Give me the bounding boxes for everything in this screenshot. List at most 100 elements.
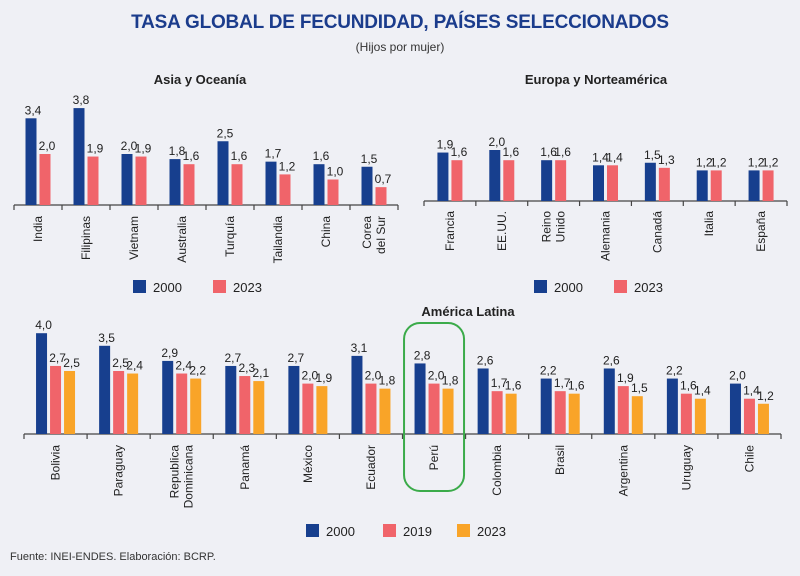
bar-2000-corea-del-sur	[361, 166, 373, 205]
category-label-line: Panamá	[238, 445, 252, 490]
data-label: 1,2	[757, 389, 774, 403]
data-label: 1,5	[361, 152, 378, 166]
bar-2023-panam-	[253, 381, 265, 434]
category-label: Panamá	[238, 445, 252, 490]
category-label: Uruguay	[679, 445, 693, 490]
bar-2023-bolivia	[64, 371, 76, 434]
bar-2000-ee-uu-	[489, 150, 501, 201]
category-label: EE.UU.	[495, 211, 509, 251]
bar-2000-canad-	[644, 162, 656, 201]
bar-2000-colombia	[477, 368, 489, 434]
category-label-line: Unido	[554, 211, 568, 243]
data-label: 1,2	[762, 155, 779, 169]
data-label: 2,0	[428, 369, 445, 383]
category-label-line: Filipinas	[79, 216, 93, 260]
bar-2023-ee-uu-	[503, 160, 515, 201]
category-label: Francia	[443, 211, 457, 251]
category-label-line: Colombia	[490, 445, 504, 496]
legend-label-2000: 2000	[153, 280, 182, 295]
bar-2019-colombia	[491, 391, 503, 434]
panel-title: América Latina	[421, 304, 515, 319]
data-label: 1,9	[135, 142, 152, 156]
panel-title: Europa y Norteamérica	[525, 72, 668, 87]
bar-2023-india	[39, 154, 51, 205]
bar-2023-vietnam	[135, 156, 147, 205]
category-label: Bolivia	[49, 445, 63, 481]
category-label: Perú	[427, 445, 441, 470]
panel-1: Europa y Norteamérica1,91,6Francia2,01,6…	[423, 72, 788, 295]
bar-2000-francia	[437, 152, 449, 201]
data-label: 1,3	[658, 153, 675, 167]
category-label: Chile	[742, 445, 756, 473]
category-label: Alemania	[599, 211, 613, 261]
category-label-line: México	[301, 445, 315, 483]
category-label-line: Italia	[702, 211, 716, 237]
data-label: 1,9	[87, 142, 104, 156]
data-label: 2,5	[63, 356, 80, 370]
data-label: 1,8	[169, 144, 186, 158]
data-label: 2,6	[603, 353, 620, 367]
data-label: 1,6	[313, 149, 330, 163]
bar-2000-brasil	[540, 378, 552, 434]
data-label: 2,1	[252, 366, 269, 380]
legend-label-2000: 2000	[554, 280, 583, 295]
bar-2019-brasil	[554, 391, 566, 434]
data-label: 1,6	[502, 145, 519, 159]
data-label: 2,7	[49, 351, 66, 365]
bar-2000-ecuador	[351, 355, 363, 434]
bar-2023-filipinas	[87, 156, 99, 205]
legend-swatch-2000	[133, 280, 146, 293]
legend-label-2023: 2023	[634, 280, 663, 295]
category-label: Reino Unido	[540, 211, 568, 243]
legend-swatch-2023	[457, 524, 470, 537]
bar-2023-italia	[710, 170, 722, 201]
category-label: Tailandia	[271, 216, 285, 264]
category-label: México	[301, 445, 315, 483]
bar-2000-italia	[696, 170, 708, 201]
bar-2019-paraguay	[113, 371, 125, 434]
legend-swatch-2023	[614, 280, 627, 293]
data-label: 1,6	[183, 149, 200, 163]
category-label-line: Tailandia	[271, 216, 285, 264]
category-label: Ecuador	[364, 445, 378, 490]
data-label: 2,4	[126, 359, 143, 373]
data-label: 2,0	[365, 369, 382, 383]
bar-2023-republica-dominicana	[190, 378, 202, 434]
data-label: 2,4	[175, 359, 192, 373]
category-label-line: Canadá	[650, 211, 664, 253]
category-label-line: Brasil	[553, 445, 567, 475]
data-label: 1,4	[694, 384, 711, 398]
data-label: 2,5	[217, 126, 234, 140]
category-label-line: Chile	[742, 445, 756, 473]
category-label-line: Paraguay	[112, 445, 126, 496]
panel-0: Asia y Oceanía 3,4 2,0 India 3,8 1,9 Filipinas…	[13, 72, 399, 295]
data-label: 1,2	[279, 159, 296, 173]
legend-label-2000: 2000	[326, 524, 355, 539]
data-label: 2,8	[414, 348, 431, 362]
category-label-line: EE.UU.	[495, 211, 509, 251]
bar-2019-chile	[743, 398, 755, 434]
data-label: 1,9	[316, 371, 333, 385]
legend-swatch-2000	[534, 280, 547, 293]
bar-2023-australia	[183, 164, 195, 205]
data-label: 3,4	[25, 103, 42, 117]
data-label: 1,2	[748, 155, 765, 169]
chart-title: TASA GLOBAL DE FECUNDIDAD, PAÍSES SELECC…	[131, 12, 669, 33]
data-label: 1,8	[442, 374, 459, 388]
category-label-line: Republica	[168, 445, 182, 499]
category-label-line: Australia	[175, 216, 189, 263]
data-label: 2,2	[189, 364, 206, 378]
bar-2023-espa-a	[762, 170, 774, 201]
category-label-line: India	[31, 216, 45, 242]
data-label: 2,3	[238, 361, 255, 375]
data-label: 1,5	[644, 148, 661, 162]
data-label: 3,1	[351, 341, 368, 355]
legend-swatch-2000	[306, 524, 319, 537]
bar-2000-chile	[729, 383, 741, 434]
bar-2000-argentina	[603, 368, 615, 434]
data-label: 4,0	[35, 318, 52, 332]
data-label: 2,0	[302, 369, 319, 383]
bar-2019-ecuador	[365, 383, 377, 434]
bar-2000-filipinas	[73, 108, 85, 205]
